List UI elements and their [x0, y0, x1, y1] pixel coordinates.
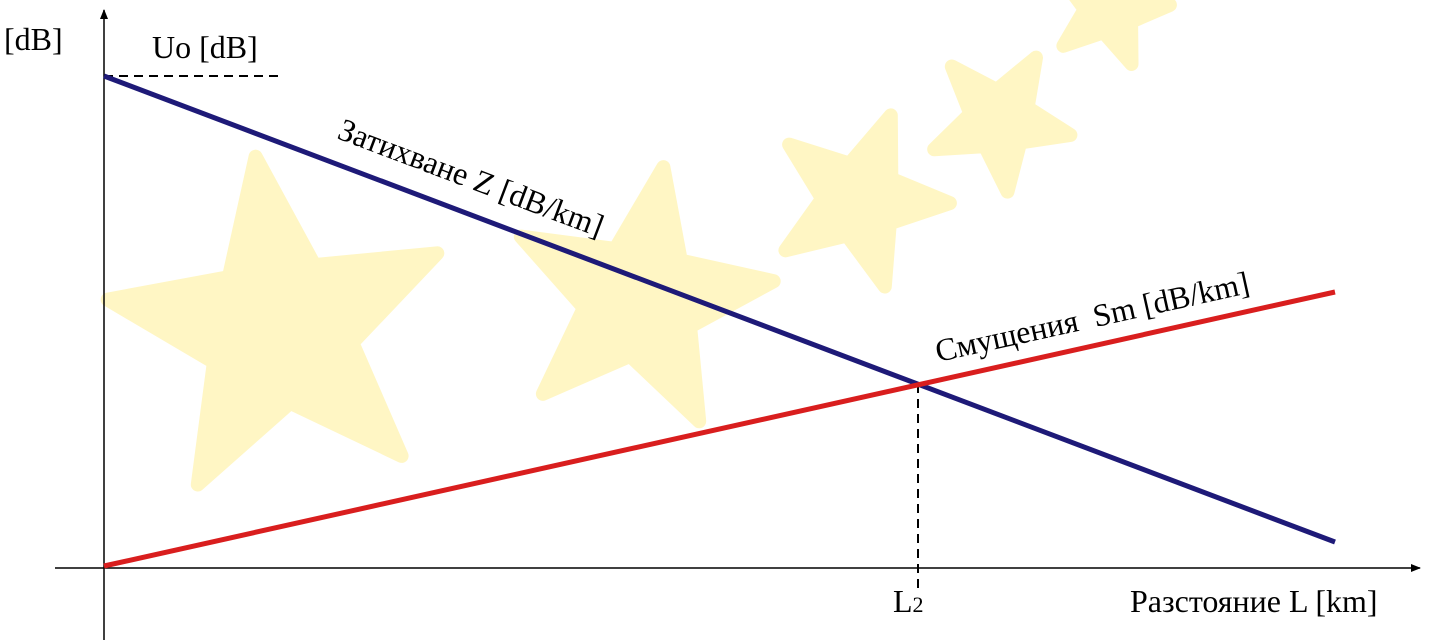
- y-axis-label: [dB]: [4, 21, 63, 57]
- l2-label: L2: [893, 583, 924, 619]
- star: [1056, 0, 1177, 71]
- interference-line: [103, 289, 1336, 569]
- star: [927, 50, 1078, 199]
- x-axis-label: Разстояние L [km]: [1130, 583, 1378, 619]
- star: [513, 160, 781, 429]
- uo-label: Uo [dB]: [152, 29, 258, 65]
- l2-main: L: [893, 583, 913, 619]
- star: [778, 108, 957, 294]
- interference-label: Смущения Sm [dB/km]: [932, 264, 1253, 369]
- star: [100, 149, 445, 492]
- l2-subscript: 2: [913, 592, 924, 617]
- background-stars: [100, 0, 1177, 492]
- attenuation-line: [103, 73, 1336, 545]
